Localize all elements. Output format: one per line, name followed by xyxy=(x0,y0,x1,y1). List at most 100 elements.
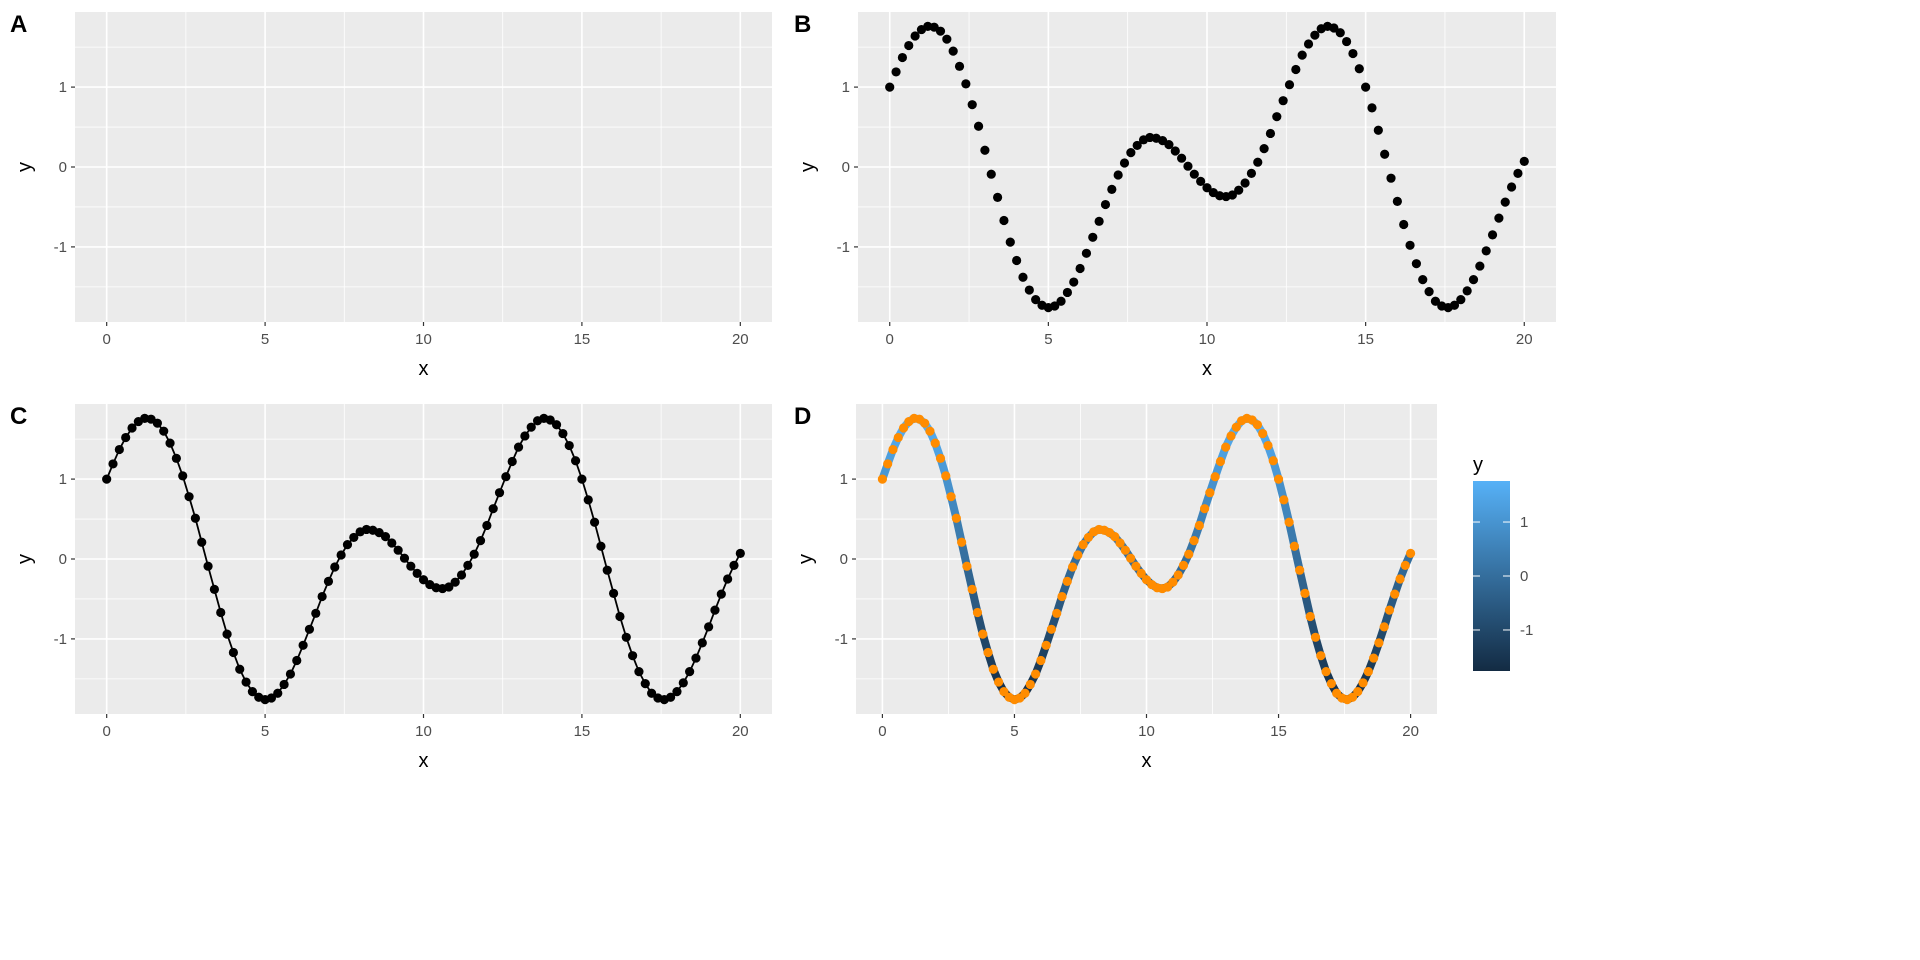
data-point xyxy=(1252,420,1263,430)
data-point xyxy=(1258,428,1268,439)
data-point xyxy=(152,418,162,428)
data-point xyxy=(1316,651,1326,661)
colorbar-legend: y -1 0 1 xyxy=(1473,454,1533,671)
data-point xyxy=(1263,440,1273,451)
data-point xyxy=(1456,295,1466,305)
data-point xyxy=(1036,655,1046,666)
data-point xyxy=(127,423,137,433)
data-point xyxy=(596,541,606,551)
panel-tag: A xyxy=(10,11,27,38)
data-point xyxy=(526,422,536,432)
x-tick-label: 10 xyxy=(415,723,432,740)
data-point xyxy=(1363,667,1373,677)
data-point xyxy=(910,31,920,41)
data-point xyxy=(1012,255,1022,266)
data-point xyxy=(1088,232,1098,242)
data-point xyxy=(1057,591,1067,602)
data-point xyxy=(1050,301,1060,311)
data-point xyxy=(1326,679,1336,689)
x-tick-label: 5 xyxy=(261,723,269,740)
data-point xyxy=(1513,168,1523,178)
data-point xyxy=(1430,296,1441,306)
data-point xyxy=(634,667,644,677)
data-point xyxy=(1348,48,1358,59)
data-point xyxy=(710,605,720,615)
data-point xyxy=(954,61,965,71)
data-point xyxy=(1081,248,1092,258)
data-point xyxy=(735,548,745,559)
data-point xyxy=(551,420,562,430)
data-point xyxy=(298,640,308,650)
data-point xyxy=(948,46,958,56)
data-point xyxy=(888,444,898,455)
data-point xyxy=(1265,128,1276,139)
x-tick-label: 15 xyxy=(574,331,591,348)
data-point xyxy=(1291,64,1301,75)
data-point xyxy=(520,431,530,441)
data-point xyxy=(1468,275,1479,285)
data-point xyxy=(1030,669,1041,679)
data-point xyxy=(1374,638,1384,648)
x-tick-label: 5 xyxy=(1010,723,1018,740)
x-tick-label: 0 xyxy=(878,723,886,740)
data-point xyxy=(513,442,524,452)
data-point xyxy=(980,145,990,155)
data-point xyxy=(589,517,600,527)
data-point xyxy=(1392,196,1402,206)
y-tick-label: 1 xyxy=(842,79,850,96)
data-point xyxy=(615,611,625,622)
data-point xyxy=(1020,688,1030,698)
data-point xyxy=(121,432,131,443)
data-point xyxy=(1177,153,1187,163)
x-axis-title: x xyxy=(419,750,429,772)
data-point xyxy=(930,438,940,448)
panel-B: 0 5 10 15 20 -1 0 1 x y B xyxy=(794,11,1556,380)
data-point xyxy=(1194,520,1204,531)
data-point xyxy=(1005,237,1015,247)
data-point xyxy=(1494,213,1504,223)
data-point xyxy=(393,545,403,555)
data-point xyxy=(1405,548,1416,559)
data-point xyxy=(883,459,893,469)
data-point xyxy=(108,459,118,469)
data-point xyxy=(1369,653,1379,663)
data-point xyxy=(1205,488,1215,498)
data-point xyxy=(1246,168,1257,178)
data-point xyxy=(957,537,967,547)
data-point xyxy=(1189,169,1199,179)
data-point xyxy=(507,456,517,467)
data-point xyxy=(570,456,581,466)
data-point xyxy=(1200,504,1210,514)
data-point xyxy=(1113,170,1123,180)
data-point xyxy=(247,687,258,697)
panel-C: 0 5 10 15 20 -1 0 1 x y C xyxy=(10,403,772,772)
data-point xyxy=(1519,156,1529,167)
data-point xyxy=(1227,190,1237,200)
data-point xyxy=(640,679,650,689)
data-point xyxy=(380,532,391,542)
data-point xyxy=(1120,545,1130,555)
data-point xyxy=(935,26,946,36)
panel-tag: D xyxy=(794,403,811,430)
data-point xyxy=(999,215,1009,226)
data-point xyxy=(1024,285,1034,295)
x-tick-label: 0 xyxy=(886,331,894,348)
data-point xyxy=(1500,197,1510,207)
x-tick-label: 10 xyxy=(415,331,432,348)
data-point xyxy=(647,688,657,698)
x-tick-label: 15 xyxy=(574,723,591,740)
data-point xyxy=(967,584,977,594)
data-point xyxy=(685,667,695,677)
data-point xyxy=(967,100,977,110)
y-tick-label: 1 xyxy=(840,471,848,488)
data-point xyxy=(336,550,346,560)
y-tick-label: 0 xyxy=(59,159,67,176)
y-axis-title: y xyxy=(797,162,819,172)
data-point xyxy=(418,575,429,585)
data-point xyxy=(1078,540,1088,550)
data-point xyxy=(951,513,961,523)
data-point xyxy=(1041,640,1051,650)
data-point xyxy=(1353,687,1363,697)
data-point xyxy=(412,568,422,578)
data-point xyxy=(1449,300,1460,310)
